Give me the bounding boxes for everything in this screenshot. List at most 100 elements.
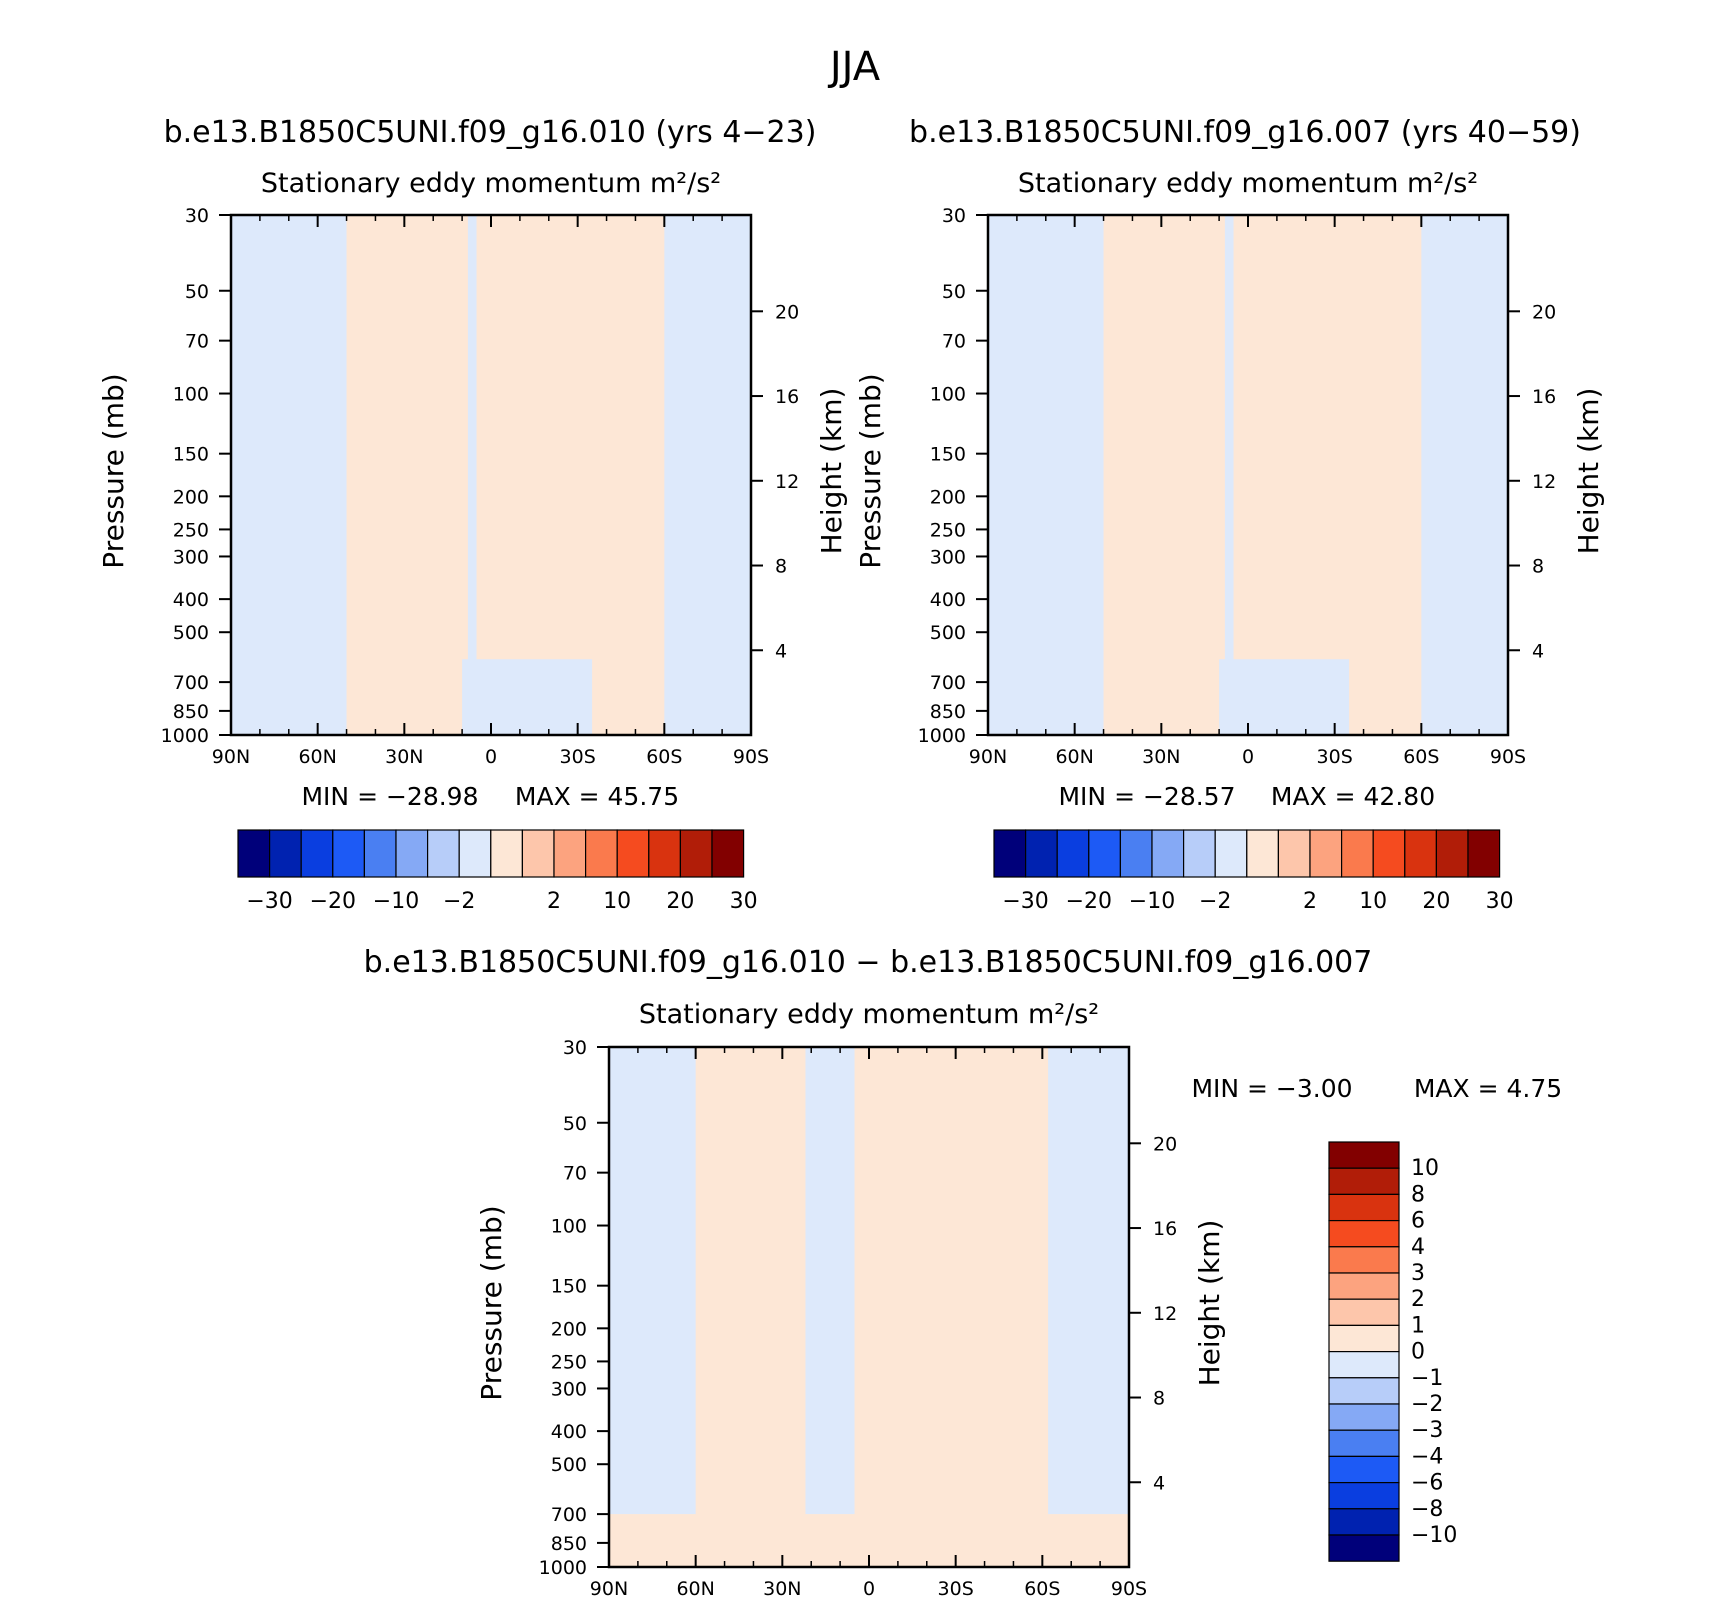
y-tick-label: 500 [930, 622, 966, 644]
y-tick-label: 700 [930, 672, 966, 694]
field-band-sh-positive [1233, 215, 1422, 735]
colorbar-swatch [1328, 1141, 1400, 1169]
field-band-lower-neg [1219, 659, 1350, 735]
x-tick-label: 90N [590, 1578, 628, 1600]
x-tick-label: 30S [938, 1578, 974, 1600]
x-tick-label: 30S [1317, 746, 1353, 768]
colorbar-swatch [711, 829, 745, 878]
colorbar-label: 30 [730, 889, 758, 914]
colorbar-label: 4 [1411, 1235, 1425, 1260]
y-axis-right-title: Height (km) [1572, 388, 1605, 555]
panel3-chart-title: Stationary eddy momentum m²/s² [639, 999, 1099, 1030]
figure-title: JJA [827, 44, 881, 90]
y-tick-label: 1000 [539, 1557, 587, 1579]
height-tick-label: 8 [1532, 556, 1544, 578]
colorbar-label: −8 [1411, 1497, 1443, 1522]
colorbar-label: −20 [1066, 889, 1112, 914]
y-axis-right-title: Height (km) [815, 388, 848, 555]
x-tick-label: 60S [1403, 746, 1439, 768]
colorbar-swatch [1151, 829, 1185, 878]
colorbar-swatch [584, 829, 618, 878]
colorbar-label: 30 [1486, 889, 1514, 914]
y-axis-title: Pressure (mb) [854, 373, 887, 568]
colorbar-swatch [1340, 829, 1374, 878]
x-tick-label: 60S [1024, 1578, 1060, 1600]
x-tick-label: 0 [485, 746, 497, 768]
colorbar-swatch [1328, 1481, 1400, 1510]
y-tick-label: 100 [551, 1216, 587, 1238]
x-tick-label: 90N [969, 746, 1007, 768]
panel2-colorbar: −30 −20 −10 −2 2 10 20 30 [993, 829, 1514, 914]
panel3-min-label: MIN = −3.00 [1191, 1074, 1352, 1103]
colorbar-swatch [1328, 1377, 1400, 1405]
colorbar-swatch [679, 829, 713, 878]
height-tick-label: 16 [775, 386, 799, 408]
field-band-nh-positive [1103, 215, 1225, 735]
x-tick-label: 90S [733, 746, 769, 768]
height-tick-label: 8 [1153, 1388, 1165, 1410]
panel1-max-label: MAX = 45.75 [515, 782, 679, 811]
colorbar-swatch [363, 829, 397, 878]
height-tick-label: 20 [1153, 1133, 1177, 1155]
colorbar-label: −3 [1411, 1418, 1443, 1443]
colorbar-label: −30 [1002, 889, 1048, 914]
panel2-plot: 90N 60N 30N 0 30S 60S 90S 30 50 70 100 150 200 250 300… [854, 205, 1605, 768]
y-tick-label: 70 [563, 1163, 587, 1185]
colorbar-swatch [1246, 829, 1280, 878]
colorbar-swatch [1328, 1324, 1400, 1353]
y-tick-label: 100 [173, 384, 209, 406]
x-tick-label: 30N [763, 1578, 801, 1600]
y-tick-label: 100 [930, 384, 966, 406]
y-tick-label: 50 [563, 1113, 587, 1135]
colorbar-label: 1 [1411, 1313, 1425, 1338]
y-tick-label: 200 [173, 486, 209, 508]
height-tick-label: 20 [775, 301, 799, 323]
colorbar-swatch [1328, 1455, 1400, 1484]
panel2-min-label: MIN = −28.57 [1058, 782, 1235, 811]
y-tick-label: 400 [173, 589, 209, 611]
y-tick-label: 30 [942, 205, 966, 227]
panel3-max-label: MAX = 4.75 [1414, 1074, 1562, 1103]
y-tick-label: 200 [551, 1318, 587, 1340]
field-band-sh-positive [854, 1047, 1049, 1567]
colorbar-label: 10 [603, 889, 631, 914]
y-tick-label: 150 [930, 444, 966, 466]
colorbar-label: −2 [443, 889, 475, 914]
colorbar-swatch [1328, 1350, 1400, 1379]
colorbar-swatch [1024, 829, 1058, 878]
colorbar-label: 20 [1422, 889, 1450, 914]
colorbar-swatch [648, 829, 681, 878]
panel1-min-label: MIN = −28.98 [301, 782, 478, 811]
colorbar-label: 0 [1411, 1340, 1425, 1365]
colorbar-swatch [1328, 1272, 1400, 1300]
x-tick-label: 60N [298, 746, 336, 768]
colorbar-label: 3 [1411, 1261, 1425, 1286]
y-tick-label: 300 [551, 1378, 587, 1400]
x-tick-label: 0 [1242, 746, 1254, 768]
colorbar-label: 2 [1303, 889, 1317, 914]
y-tick-label: 1000 [161, 725, 209, 747]
height-tick-label: 16 [1153, 1218, 1177, 1240]
x-tick-label: 60N [1055, 746, 1093, 768]
panel2-max-label: MAX = 42.80 [1271, 782, 1435, 811]
y-tick-label: 150 [551, 1276, 587, 1298]
height-tick-label: 4 [1153, 1472, 1165, 1494]
y-tick-label: 50 [185, 281, 209, 303]
y-axis-right-title: Height (km) [1193, 1220, 1226, 1387]
colorbar-label: −10 [373, 889, 419, 914]
colorbar-swatch [395, 829, 429, 878]
colorbar-label: −20 [310, 889, 356, 914]
x-tick-label: 90N [212, 746, 250, 768]
field-band-lower-neg [462, 659, 593, 735]
field-band-nh-positive [346, 215, 468, 735]
y-tick-label: 1000 [918, 725, 966, 747]
panel2-chart-title: Stationary eddy momentum m²/s² [1018, 168, 1478, 199]
height-tick-label: 8 [775, 556, 787, 578]
colorbar-swatch [237, 829, 271, 878]
y-tick-label: 400 [551, 1421, 587, 1443]
y-tick-label: 70 [942, 331, 966, 353]
colorbar-swatch [1328, 1193, 1400, 1222]
x-tick-label: 90S [1111, 1578, 1147, 1600]
